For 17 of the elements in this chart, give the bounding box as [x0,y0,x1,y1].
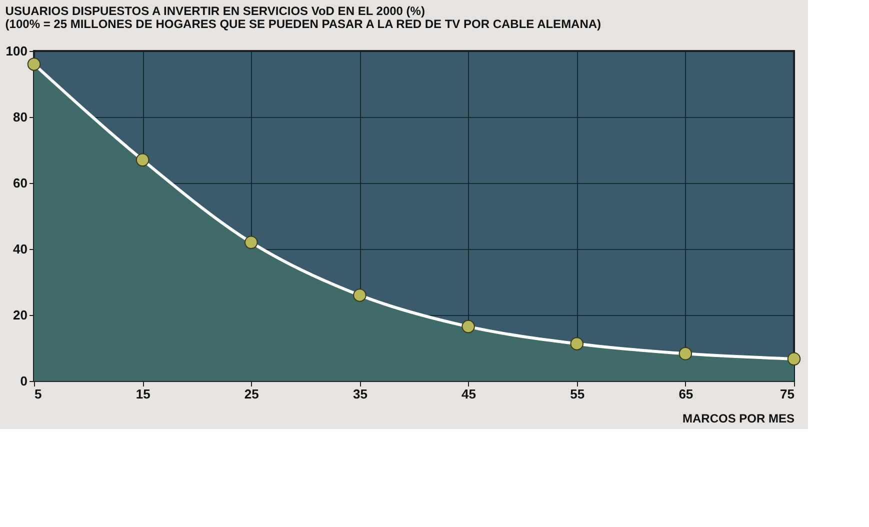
x-tick-label: 75 [780,386,794,402]
y-tick-label: 80 [13,110,28,124]
y-tick-label: 40 [13,242,28,256]
x-tick-label: 55 [570,386,585,402]
chart-title: USUARIOS DISPUESTOS A INVERTIR EN SERVICIOS VoD EN EL 2000 (%) [5,4,425,18]
x-tick-label: 25 [244,386,259,402]
chart-subtitle: (100% = 25 MILLONES DE HOGARES QUE SE PUEDEN PASAR A LA RED DE TV POR CABLE ALEMANA) [5,17,602,31]
x-axis-title: MARCOS POR MES [682,412,794,426]
y-tick-label: 20 [13,308,28,322]
x-tick-label: 35 [352,386,368,402]
x-tick-label: 15 [136,386,150,402]
x-tick-label: 5 [34,386,42,402]
x-tick-label: 45 [462,386,476,402]
y-tick-label: 100 [6,44,28,58]
y-tick-label: 0 [20,374,28,388]
y-tick-label: 60 [13,176,28,190]
x-tick-label: 65 [678,386,694,402]
